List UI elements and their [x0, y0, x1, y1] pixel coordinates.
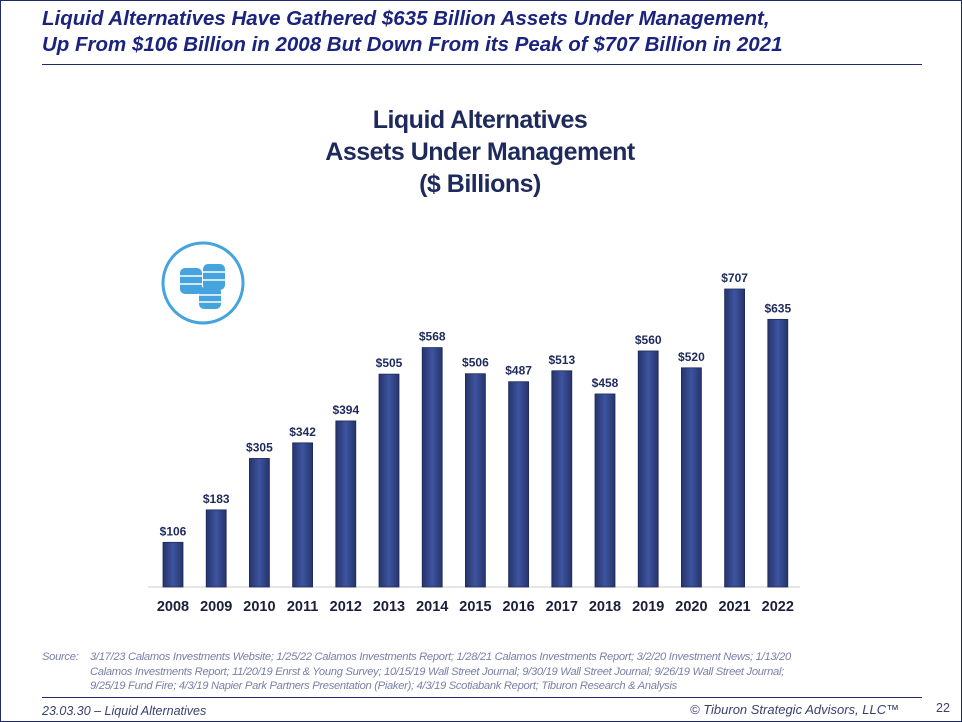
chart-title-line-2: Assets Under Management: [325, 138, 635, 166]
bar-2017: [551, 370, 573, 588]
x-tick-label: 2013: [373, 599, 405, 615]
chart-title-line-1: Liquid Alternatives: [372, 106, 588, 134]
bar-2016: [508, 381, 530, 588]
bar-2020: [681, 367, 702, 588]
chart-title-line-3: ($ Billions): [419, 170, 541, 198]
source-note: Source: 3/17/23 Calamos Investments Websi…: [42, 650, 922, 694]
x-tick-label: 2017: [546, 599, 578, 615]
source-line-2: Calamos Investments Report; 11/20/19 Enr…: [90, 665, 784, 678]
headline-line-2: Up From $106 Billion in 2008 But Down Fr…: [42, 33, 783, 56]
data-label: $560: [635, 333, 662, 347]
x-tick-label: 2019: [632, 599, 664, 615]
source-label: Source:: [42, 651, 79, 663]
bar-2019: [637, 350, 659, 588]
bar-2008: [162, 541, 184, 588]
source-line-3: 9/25/19 Fund Fire; 4/3/19 Napier Park Pa…: [90, 680, 677, 692]
bar-2009: [205, 509, 227, 588]
x-tick-label: 2010: [243, 599, 275, 615]
x-tick-label: 2021: [718, 599, 750, 615]
bar-2012: [335, 420, 357, 588]
data-label: $305: [246, 440, 273, 454]
bar-2018: [594, 393, 616, 588]
data-label: $568: [419, 330, 446, 344]
footer-date-title: 23.03.30 – Liquid Alternatives: [42, 704, 207, 718]
bar-2015: [464, 373, 486, 588]
bar-chart: $106 2008 $183 2009 $305 2010 $342 2011 $394 2012…: [148, 241, 800, 615]
x-tick-label: 2012: [330, 599, 362, 615]
x-tick-label: 2020: [675, 599, 707, 615]
data-label: $513: [548, 353, 575, 367]
bar-2013: [378, 373, 400, 588]
page-number: 22: [936, 701, 950, 715]
x-tick-label: 2015: [459, 599, 491, 615]
data-label: $707: [721, 271, 748, 285]
bar-2011: [292, 442, 314, 588]
data-label: $506: [462, 356, 489, 370]
data-label: $635: [764, 301, 791, 315]
headline-line-1: Liquid Alternatives Have Gathered $635 B…: [42, 7, 770, 30]
x-tick-label: 2018: [589, 599, 621, 615]
data-label: $487: [505, 364, 532, 378]
data-label: $520: [678, 350, 705, 364]
footer-copyright: © Tiburon Strategic Advisors, LLC™: [690, 702, 900, 717]
data-label: $505: [376, 356, 403, 370]
x-tick-label: 2009: [200, 599, 232, 615]
coins-icon: [161, 241, 245, 325]
x-tick-label: 2014: [416, 599, 448, 615]
x-tick-label: 2016: [502, 599, 534, 615]
divider: [42, 64, 922, 65]
data-label: $183: [203, 492, 230, 506]
data-label: $106: [160, 524, 187, 538]
data-label: $394: [332, 403, 359, 417]
bar-2014: [421, 347, 443, 588]
x-tick-label: 2011: [287, 599, 318, 615]
bar-2022: [767, 318, 789, 588]
bar-2021: [724, 288, 745, 588]
slide-headline: Liquid Alternatives Have Gathered $635 B…: [42, 6, 942, 58]
data-label: $458: [592, 376, 619, 390]
x-tick-label: 2022: [762, 599, 794, 615]
chart-title: Liquid Alternatives Assets Under Managem…: [280, 104, 680, 200]
x-tick-label: 2008: [157, 599, 189, 615]
source-line-1: 3/17/23 Calamos Investments Website; 1/2…: [90, 651, 791, 663]
data-label: $342: [289, 425, 316, 439]
bar-2010: [248, 458, 270, 588]
divider: [42, 697, 922, 698]
